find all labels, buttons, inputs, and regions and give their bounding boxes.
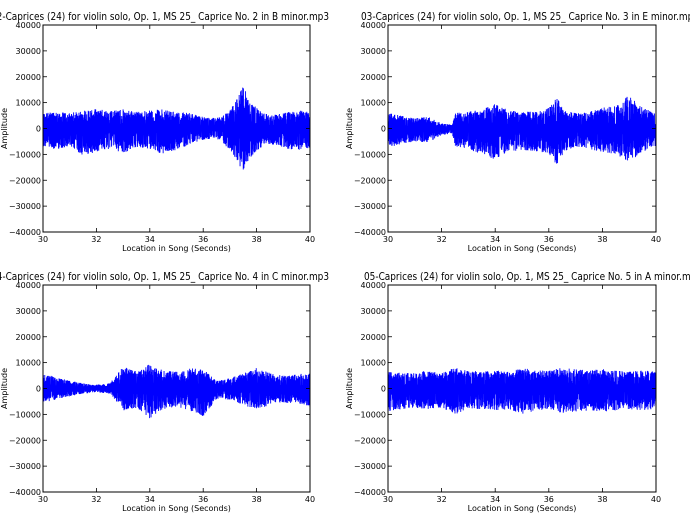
x-tick-label: 36 <box>198 235 208 244</box>
x-tick-label: 34 <box>490 235 500 244</box>
y-tick-label: 40000 <box>16 21 41 30</box>
x-tick-label: 32 <box>91 495 101 504</box>
y-tick-label: 30000 <box>16 47 41 56</box>
y-tick-label: 20000 <box>361 73 386 82</box>
y-axis-label: Amplitude <box>0 108 9 149</box>
y-axis-label: Amplitude <box>345 108 354 149</box>
chart-panel-4: 30 32 34 36 38 40 −40000 −30000 −20000 −10000 0 100… <box>345 271 690 513</box>
y-tick-label: 10000 <box>16 359 41 368</box>
y-tick-label: 20000 <box>361 333 386 342</box>
y-tick-label: −40000 <box>9 488 41 497</box>
y-tick-label: −30000 <box>9 462 41 471</box>
y-tick-label: 30000 <box>361 47 386 56</box>
y-tick-label: 20000 <box>16 333 41 342</box>
chart-panel-2: 30 32 34 36 38 40 −40000 −30000 −20000 −10000 0 100… <box>345 11 690 253</box>
x-tick-label: 36 <box>544 235 554 244</box>
y-tick-label: −40000 <box>354 228 386 237</box>
y-tick-label: −20000 <box>354 436 386 445</box>
waveform-line <box>387 96 657 164</box>
x-tick-label: 40 <box>651 495 661 504</box>
y-tick-label: 10000 <box>16 99 41 108</box>
y-tick-label: −30000 <box>354 462 386 471</box>
y-tick-label: 20000 <box>16 73 41 82</box>
x-axis-label: Location in Song (Seconds) <box>468 504 577 513</box>
x-tick-label: 32 <box>437 495 447 504</box>
x-tick-label: 38 <box>252 495 262 504</box>
y-tick-label: −30000 <box>9 202 41 211</box>
x-tick-label: 36 <box>544 495 554 504</box>
y-tick-label: 0 <box>381 385 386 394</box>
waveform-line <box>42 364 311 419</box>
y-tick-label: −10000 <box>354 150 386 159</box>
chart-title: 02-Caprices (24) for violin solo, Op. 1,… <box>0 11 329 23</box>
x-axis-label: Location in Song (Seconds) <box>468 244 577 253</box>
chart-title: 05-Caprices (24) for violin solo, Op. 1,… <box>364 271 690 283</box>
y-tick-label: 0 <box>36 385 41 394</box>
x-tick-label: 38 <box>252 235 262 244</box>
x-tick-label: 34 <box>145 235 155 244</box>
y-tick-label: 30000 <box>16 307 41 316</box>
x-tick-label: 30 <box>383 495 393 504</box>
y-tick-label: −40000 <box>354 488 386 497</box>
waveform-line <box>42 87 311 170</box>
chart-title: 04-Caprices (24) for violin solo, Op. 1,… <box>0 271 329 283</box>
x-tick-label: 40 <box>305 235 315 244</box>
y-tick-label: −10000 <box>9 150 41 159</box>
x-tick-label: 40 <box>305 495 315 504</box>
x-tick-label: 30 <box>38 495 48 504</box>
y-tick-label: −30000 <box>354 202 386 211</box>
y-tick-label: −10000 <box>9 410 41 419</box>
y-axis-label: Amplitude <box>345 368 354 409</box>
y-tick-label: −20000 <box>9 436 41 445</box>
x-tick-label: 30 <box>38 235 48 244</box>
y-tick-label: 0 <box>381 125 386 134</box>
y-tick-label: 10000 <box>361 359 386 368</box>
x-tick-label: 34 <box>490 495 500 504</box>
waveform-line <box>387 368 657 414</box>
chart-panel-3: 30 32 34 36 38 40 −40000 −30000 −20000 −10000 0 100… <box>0 271 329 513</box>
chart-panel-1: 30 32 34 36 38 40 −40000 −30000 −20000 −10000 0 100… <box>0 11 329 253</box>
y-axis-label: Amplitude <box>0 368 9 409</box>
y-tick-label: 40000 <box>361 281 386 290</box>
y-tick-label: −10000 <box>354 410 386 419</box>
x-tick-label: 38 <box>597 495 607 504</box>
x-axis-label: Location in Song (Seconds) <box>122 504 231 513</box>
x-tick-label: 34 <box>145 495 155 504</box>
y-tick-label: 30000 <box>361 307 386 316</box>
y-tick-label: 40000 <box>16 281 41 290</box>
chart-title: 03-Caprices (24) for violin solo, Op. 1,… <box>361 11 690 23</box>
x-tick-label: 36 <box>198 495 208 504</box>
y-tick-label: 0 <box>36 125 41 134</box>
x-tick-label: 38 <box>597 235 607 244</box>
y-tick-label: −20000 <box>354 176 386 185</box>
x-tick-label: 32 <box>91 235 101 244</box>
x-tick-label: 32 <box>437 235 447 244</box>
y-tick-label: −20000 <box>9 176 41 185</box>
y-tick-label: 40000 <box>361 21 386 30</box>
y-tick-label: 10000 <box>361 99 386 108</box>
x-axis-label: Location in Song (Seconds) <box>122 244 231 253</box>
y-tick-label: −40000 <box>9 228 41 237</box>
x-tick-label: 30 <box>383 235 393 244</box>
x-tick-label: 40 <box>651 235 661 244</box>
